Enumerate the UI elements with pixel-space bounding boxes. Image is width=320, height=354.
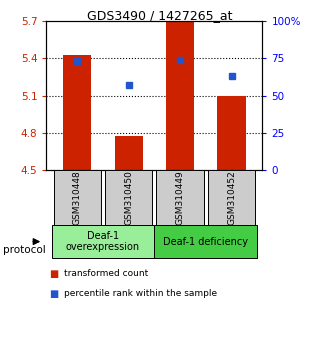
Bar [54,170,101,225]
Bar [105,170,152,225]
Text: GSM310450: GSM310450 [124,170,133,225]
Bar [52,225,154,258]
Text: Deaf-1 deficiency: Deaf-1 deficiency [163,236,248,247]
Bar [154,225,257,258]
Bar [208,170,255,225]
Text: ■: ■ [50,269,59,279]
Bar [166,22,194,170]
Bar [217,96,246,170]
Bar [115,136,143,170]
Text: percentile rank within the sample: percentile rank within the sample [64,289,217,297]
Text: GSM310448: GSM310448 [73,170,82,225]
Bar [63,55,92,170]
Text: protocol: protocol [3,245,46,256]
Text: transformed count: transformed count [64,269,148,278]
Text: GSM310449: GSM310449 [176,170,185,225]
Text: Deaf-1
overexpression: Deaf-1 overexpression [66,231,140,252]
Text: ■: ■ [50,289,59,298]
Bar [156,170,204,225]
Text: GSM310452: GSM310452 [227,170,236,225]
Text: GDS3490 / 1427265_at: GDS3490 / 1427265_at [87,9,233,22]
